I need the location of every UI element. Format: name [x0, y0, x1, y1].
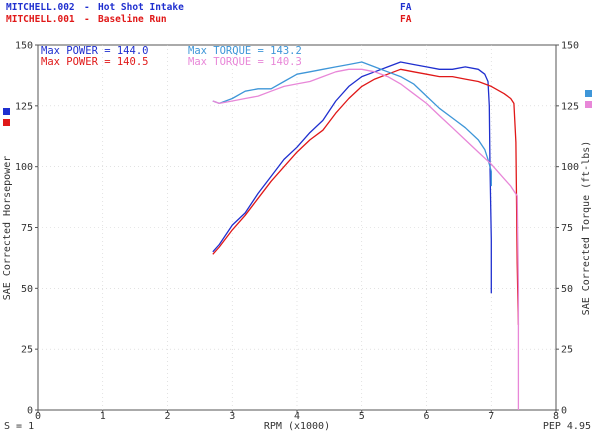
x-tick-label: 4: [294, 411, 300, 422]
series-line-3: [212, 61, 492, 187]
x-tick-label: 7: [488, 411, 494, 422]
right-swatch-torque-001: [585, 101, 592, 108]
run-tag-1: FA: [400, 2, 412, 13]
legend: Max POWER = 144.0 Max TORQUE = 143.2 Max…: [41, 45, 302, 68]
x-axis-title: RPM (x1000): [264, 421, 330, 432]
run-tag-2: FA: [400, 14, 412, 25]
left-tick-label: 50: [21, 284, 33, 295]
legend-max-torque-001: Max TORQUE = 140.3: [188, 56, 302, 68]
series-line-4: [212, 68, 520, 410]
run-header: MITCHELL.002 - Hot Shot Intake FA MITCHE…: [6, 2, 412, 25]
run-file-1: MITCHELL.002: [6, 2, 75, 13]
right-tick-label: 0: [561, 406, 567, 417]
series-lines: [212, 61, 520, 410]
run-dash-1: -: [84, 2, 90, 13]
run-dash-2: -: [84, 14, 90, 25]
right-tick-label: 75: [561, 223, 573, 234]
right-swatch-torque-002: [585, 90, 592, 97]
right-axis-ticks: 0 25 50 75 100 125 150: [556, 41, 579, 417]
left-tick-label: 125: [15, 101, 33, 112]
right-tick-label: 150: [561, 41, 579, 52]
left-swatch-power-002: [3, 108, 10, 115]
left-tick-label: 25: [21, 345, 33, 356]
y-axis-title-left: SAE Corrected Horsepower: [2, 156, 13, 301]
smoothing-label: S = 1: [4, 421, 34, 432]
x-tick-label: 2: [164, 411, 170, 422]
x-tick-label: 6: [423, 411, 429, 422]
grid: [38, 45, 556, 410]
pep-label: PEP 4.95: [543, 421, 591, 432]
x-tick-label: 0: [35, 411, 41, 422]
y-axis-title-right: SAE Corrected Torque (ft-lbs): [581, 141, 592, 316]
run-desc-1: Hot Shot Intake: [98, 2, 184, 13]
right-tick-label: 50: [561, 284, 573, 295]
left-tick-label: 0: [27, 406, 33, 417]
legend-max-power-001: Max POWER = 140.5: [41, 56, 148, 68]
legend-max-torque-002: Max TORQUE = 143.2: [188, 45, 302, 57]
run-file-2: MITCHELL.001: [6, 14, 75, 25]
right-tick-label: 25: [561, 345, 573, 356]
right-tick-label: 100: [561, 162, 579, 173]
x-axis-ticks: 0 1 2 3 4 5 6 7 8: [35, 410, 559, 422]
x-tick-label: 3: [229, 411, 235, 422]
left-tick-label: 75: [21, 223, 33, 234]
left-tick-label: 150: [15, 41, 33, 52]
legend-max-power-002: Max POWER = 144.0: [41, 45, 148, 57]
right-tick-label: 125: [561, 101, 579, 112]
series-line-2: [212, 68, 520, 325]
left-tick-label: 100: [15, 162, 33, 173]
x-tick-label: 8: [553, 411, 559, 422]
x-tick-label: 1: [100, 411, 106, 422]
x-tick-label: 5: [359, 411, 365, 422]
left-swatch-power-001: [3, 119, 10, 126]
run-desc-2: Baseline Run: [98, 14, 167, 25]
